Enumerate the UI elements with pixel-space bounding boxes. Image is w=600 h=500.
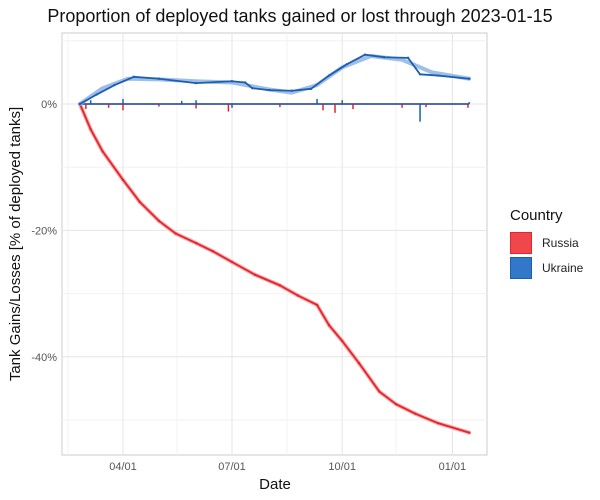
- ukraine-data-point: [467, 77, 471, 80]
- russia-data-point: [230, 260, 234, 264]
- russia-data-point: [357, 361, 361, 365]
- chart-title: Proportion of deployed tanks gained or l…: [47, 6, 553, 26]
- ukraine-data-point: [418, 73, 422, 76]
- ukraine-data-point: [382, 56, 386, 59]
- ukraine-data-point: [194, 81, 198, 85]
- x-tick-label: 01/01: [439, 461, 467, 473]
- ukraine-data-point: [251, 87, 254, 90]
- ukraine-data-point: [78, 102, 82, 106]
- russia-data-point: [89, 128, 92, 131]
- russia-data-point: [378, 390, 381, 393]
- ukraine-data-point: [267, 88, 271, 92]
- legend-item-russia: Russia: [510, 230, 583, 255]
- russia-data-point: [211, 250, 215, 253]
- legend-label-russia: Russia: [542, 235, 579, 250]
- ukraine-data-point: [309, 87, 313, 91]
- russia-data-point: [296, 294, 300, 297]
- x-axis-label: Date: [259, 476, 291, 493]
- legend-swatch-russia: [510, 231, 532, 254]
- ukraine-data-point: [95, 93, 98, 96]
- ukraine-data-point: [363, 53, 367, 56]
- legend-title: Country: [510, 207, 563, 224]
- ukraine-data-point: [243, 81, 247, 84]
- legend-item-ukraine: Ukraine: [510, 255, 583, 280]
- legend-label-ukraine: Ukraine: [542, 260, 584, 275]
- russia-data-point: [315, 303, 319, 307]
- russia-data-point: [340, 339, 344, 343]
- ukraine-data-point: [345, 62, 349, 66]
- ukraine-cumulative-line: [79, 53, 470, 105]
- plot-panel: [61, 32, 488, 456]
- russia-data-point: [414, 412, 417, 415]
- y-tick-label: -40%: [31, 352, 57, 364]
- russia-data-point: [327, 324, 331, 327]
- x-tick-label: 04/01: [109, 461, 137, 473]
- legend: Country Russia Ukraine: [510, 207, 583, 280]
- legend-swatch-ukraine: [510, 256, 532, 279]
- russia-data-point: [157, 219, 161, 223]
- russia-data-point: [394, 403, 398, 406]
- russia-cumulative-line: [79, 103, 470, 434]
- ukraine-data-point: [157, 77, 161, 80]
- russia-data-point: [467, 431, 471, 434]
- y-tick-label: -20%: [31, 225, 57, 237]
- russia-data-point: [194, 241, 198, 245]
- x-tick-label: 10/01: [328, 461, 356, 473]
- ukraine-data-point: [230, 80, 234, 83]
- y-axis-label: Tank Gains/Losses [% of deployed tanks]: [7, 107, 24, 381]
- ukraine-data-point: [290, 89, 294, 92]
- y-tick-label: 0%: [41, 99, 57, 111]
- ukraine-data-point: [132, 75, 135, 79]
- ukraine-data-point: [327, 74, 331, 77]
- russia-data-point: [278, 284, 282, 287]
- russia-data-point: [253, 273, 256, 276]
- ukraine-data-point: [113, 83, 116, 87]
- russia-data-point: [436, 421, 440, 425]
- russia-data-point: [138, 200, 141, 204]
- ukraine-data-point: [436, 74, 440, 77]
- ukraine-data-point: [406, 56, 410, 60]
- russia-data-point: [174, 232, 177, 235]
- russia-data-point: [121, 178, 125, 182]
- russia-data-point: [101, 150, 104, 153]
- x-tick-label: 07/01: [218, 461, 246, 473]
